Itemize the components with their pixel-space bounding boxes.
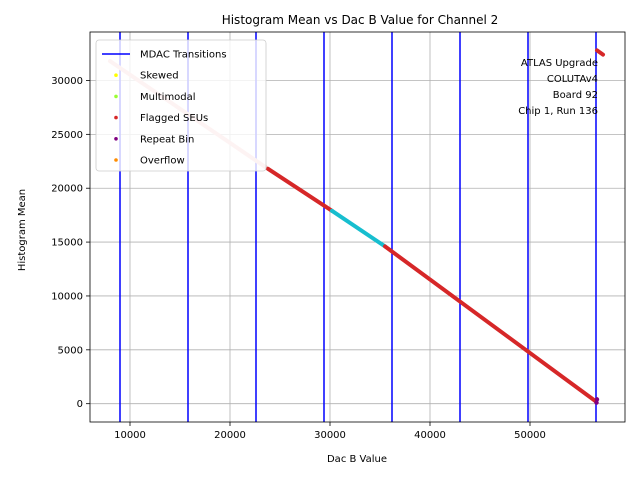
x-tick-label: 10000	[114, 430, 146, 441]
legend-marker	[114, 158, 118, 162]
chart-title: Histogram Mean vs Dac B Value for Channe…	[222, 13, 499, 27]
x-axis-label: Dac B Value	[327, 454, 387, 465]
bottom-point	[594, 400, 599, 405]
legend-marker	[114, 137, 118, 141]
legend-marker	[114, 73, 118, 77]
y-tick-label: 15000	[51, 238, 83, 249]
legend: MDAC Transitions Skewed Multimodal Flagged …	[95, 39, 267, 172]
legend-marker	[114, 115, 118, 120]
annotation-line: ATLAS Upgrade	[521, 58, 598, 69]
data-segment	[330, 208, 387, 249]
y-tick-label: 10000	[51, 291, 83, 302]
plot-frame	[89, 31, 626, 423]
bottom-point	[594, 397, 600, 402]
y-tick-label: 5000	[58, 345, 83, 356]
x-tick-label: 30000	[314, 430, 346, 441]
legend-label-mdac: MDAC Transitions	[140, 50, 227, 61]
legend-label: Repeat Bin	[140, 134, 194, 145]
legend-label: Flagged SEUs	[140, 113, 208, 124]
annotation-line: COLUTAv4	[547, 74, 598, 85]
y-axis-ticks: 0 5000 10000 15000 20000 25000 30000	[51, 76, 90, 410]
top-cluster	[595, 48, 605, 57]
annotation: ATLAS Upgrade COLUTAv4 Board 92 Chip 1, Run…	[518, 58, 598, 117]
x-tick-label: 40000	[414, 430, 446, 441]
annotation-line: Chip 1, Run 136	[518, 106, 598, 117]
y-tick-label: 25000	[51, 130, 83, 141]
x-axis-ticks: 10000 20000 30000 40000 50000	[114, 422, 546, 441]
data-segment	[383, 244, 598, 404]
legend-marker	[114, 94, 118, 99]
legend-label: Skewed	[140, 71, 179, 82]
legend-box	[95, 39, 267, 172]
legend-label: Overflow	[140, 156, 185, 167]
y-axis-label: Histogram Mean	[17, 189, 28, 271]
annotation-line: Board 92	[553, 90, 598, 101]
data-segment	[266, 166, 334, 213]
x-tick-label: 20000	[214, 430, 246, 441]
y-tick-label: 0	[77, 399, 83, 410]
y-tick-label: 20000	[51, 184, 83, 195]
legend-label: Multimodal	[140, 92, 196, 103]
x-tick-label: 50000	[514, 430, 546, 441]
y-tick-label: 30000	[51, 76, 83, 87]
